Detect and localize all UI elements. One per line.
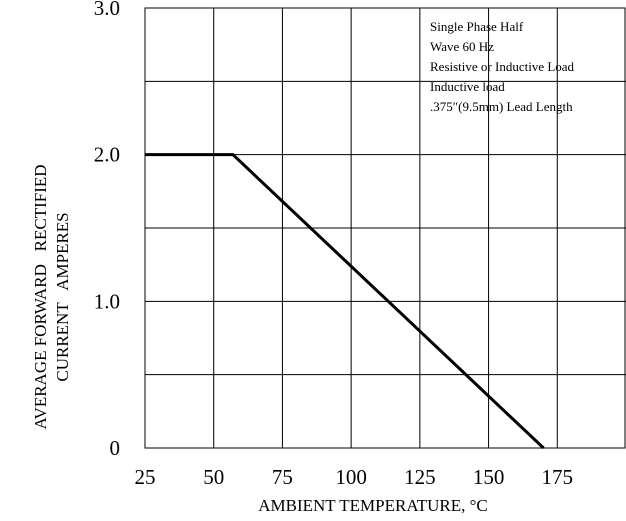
y-tick-label-0: 0 <box>110 436 121 460</box>
x-tick-label-50: 50 <box>203 465 224 489</box>
x-tick-label-25: 25 <box>135 465 156 489</box>
y-tick-labels: 0 1.0 2.0 3.0 <box>94 0 120 460</box>
conditions-note-line-3: Resistive or Inductive Load <box>430 59 575 74</box>
y-axis-title-line-2: CURRENT AMPERES <box>53 212 72 381</box>
grid <box>145 8 626 448</box>
y-tick-label-2: 2.0 <box>94 143 120 167</box>
x-tick-label-175: 175 <box>542 465 574 489</box>
x-tick-label-75: 75 <box>272 465 293 489</box>
plot-frame <box>144 7 626 449</box>
x-tick-label-125: 125 <box>404 465 436 489</box>
x-tick-label-100: 100 <box>335 465 367 489</box>
y-axis-title-line-1: AVERAGE FORWARD RECTIFIED <box>31 164 50 429</box>
y-tick-label-1: 1.0 <box>94 289 120 313</box>
x-axis-title: AMBIENT TEMPERATURE, °C <box>258 496 488 515</box>
y-axis-title: AVERAGE FORWARD RECTIFIED CURRENT AMPERE… <box>31 164 72 429</box>
x-tick-label-150: 150 <box>473 465 505 489</box>
conditions-note-line-5: .375″(9.5mm) Lead Length <box>430 99 573 114</box>
curve-layer <box>145 153 545 450</box>
conditions-note-line-4: Inductive load <box>430 79 505 94</box>
y-tick-label-3: 3.0 <box>94 0 120 20</box>
derating-curve-0 <box>145 153 545 450</box>
conditions-note: Single Phase Half Wave 60 Hz Resistive or … <box>430 19 575 114</box>
conditions-note-line-1: Single Phase Half <box>430 19 524 34</box>
x-tick-labels: 25 50 75 100 125 150 175 <box>135 465 574 489</box>
conditions-note-line-2: Wave 60 Hz <box>430 39 494 54</box>
